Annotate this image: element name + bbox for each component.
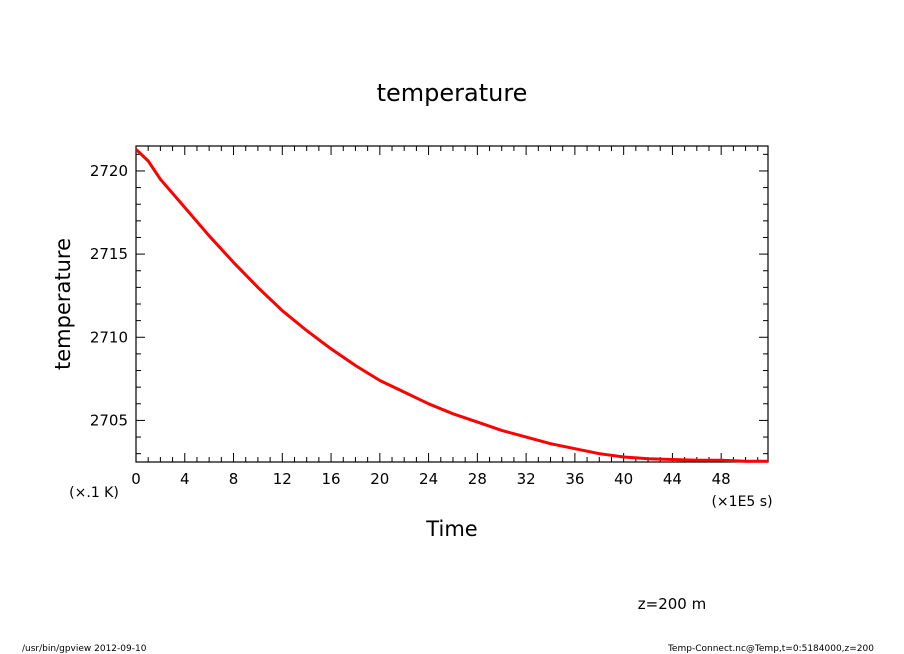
x-tick-label: 20	[370, 470, 389, 488]
x-tick-label: 44	[663, 470, 682, 488]
y-axis-label: temperature	[51, 238, 75, 370]
x-tick-label: 16	[322, 470, 341, 488]
x-tick-label: 36	[565, 470, 584, 488]
x-tick-label: 24	[419, 470, 438, 488]
x-tick-label: 12	[273, 470, 292, 488]
chart-title: temperature	[377, 79, 528, 107]
y-tick-label: 2710	[90, 328, 128, 346]
series-line	[134, 148, 768, 463]
x-tick-label: 28	[468, 470, 487, 488]
x-tick-label: 4	[180, 470, 190, 488]
y-tick-label: 2715	[90, 245, 128, 263]
x-tick-label: 0	[131, 470, 141, 488]
x-axis-ticks	[135, 146, 759, 462]
footer-left: /usr/bin/gpview 2012-09-10	[22, 644, 147, 654]
x-tick-label: 8	[229, 470, 239, 488]
x-axis-label: Time	[425, 517, 477, 541]
y-axis-tick-labels: 2705 2710 2715 2720	[90, 162, 128, 429]
y-axis-unit: (×.1 K)	[69, 485, 119, 501]
y-tick-label: 2720	[90, 162, 128, 180]
level-annotation: z=200 m	[638, 595, 706, 613]
x-tick-label: 32	[517, 470, 536, 488]
y-tick-label: 2705	[90, 411, 128, 429]
x-tick-label: 40	[614, 470, 633, 488]
series-layer	[134, 148, 768, 463]
x-tick-label: 48	[712, 470, 731, 488]
footer-right: Temp-Connect.nc@Temp,t=0:5184000,z=200	[667, 644, 874, 654]
y-axis-ticks	[136, 153, 768, 455]
x-axis-unit: (×1E5 s)	[711, 494, 772, 510]
x-axis-tick-labels: 0 4 8 12 16 20 24 28 32 36 40 44 48	[131, 470, 731, 488]
